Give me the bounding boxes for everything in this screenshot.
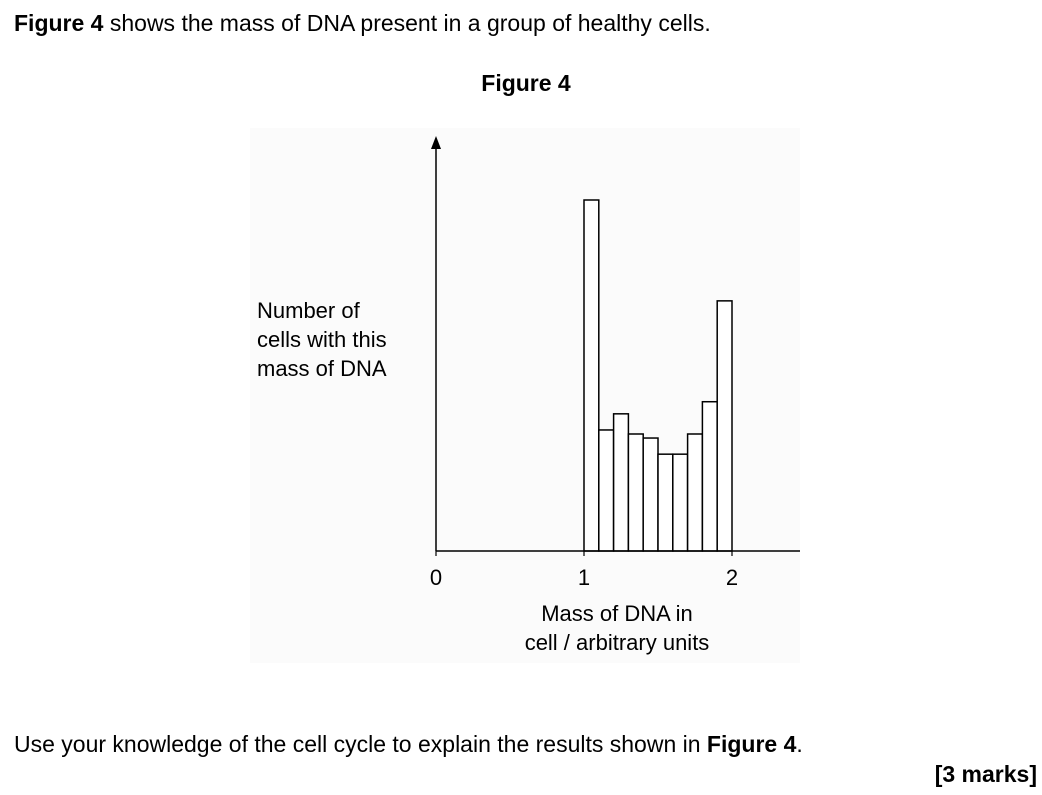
question-text: Use your knowledge of the cell cycle to … xyxy=(14,730,803,758)
histogram-bar xyxy=(686,433,704,552)
histogram-bar xyxy=(657,453,674,552)
chart-background xyxy=(250,128,800,663)
histogram-bar xyxy=(627,433,644,552)
x-axis-label-line: Mass of DNA in xyxy=(541,601,693,626)
question-end: . xyxy=(796,731,803,757)
question-figure-ref: Figure 4 xyxy=(706,731,797,757)
histogram-bar xyxy=(612,413,630,552)
x-axis-label-line: cell / arbitrary units xyxy=(525,630,710,655)
question-body: Use your knowledge of the cell cycle to … xyxy=(14,731,707,757)
histogram-bar xyxy=(598,429,615,552)
histogram-bar xyxy=(716,300,733,552)
marks-label: [3 marks] xyxy=(934,761,1037,787)
x-tick-label: 0 xyxy=(430,565,442,590)
y-axis-arrow-icon xyxy=(431,136,441,149)
y-axis-label-line: Number of xyxy=(257,298,361,323)
intro-sentence: Figure 4 shows the mass of DNA present i… xyxy=(14,9,711,37)
histogram-bar xyxy=(642,437,659,552)
x-tick-label: 2 xyxy=(726,565,738,590)
histogram-bar xyxy=(672,453,689,552)
histogram-bar xyxy=(583,199,600,552)
intro-figure-ref: Figure 4 xyxy=(14,10,104,36)
histogram-chart: 0 1 2 Number of cells with this mass of DNA Ma… xyxy=(250,128,800,663)
intro-text: shows the mass of DNA present in a group… xyxy=(103,10,711,36)
y-axis-label-line: mass of DNA xyxy=(257,356,387,381)
histogram-bar xyxy=(701,400,718,552)
y-axis-label-line: cells with this xyxy=(257,327,387,352)
figure-title: Figure 4 xyxy=(481,70,571,96)
x-tick-label: 1 xyxy=(578,565,590,590)
